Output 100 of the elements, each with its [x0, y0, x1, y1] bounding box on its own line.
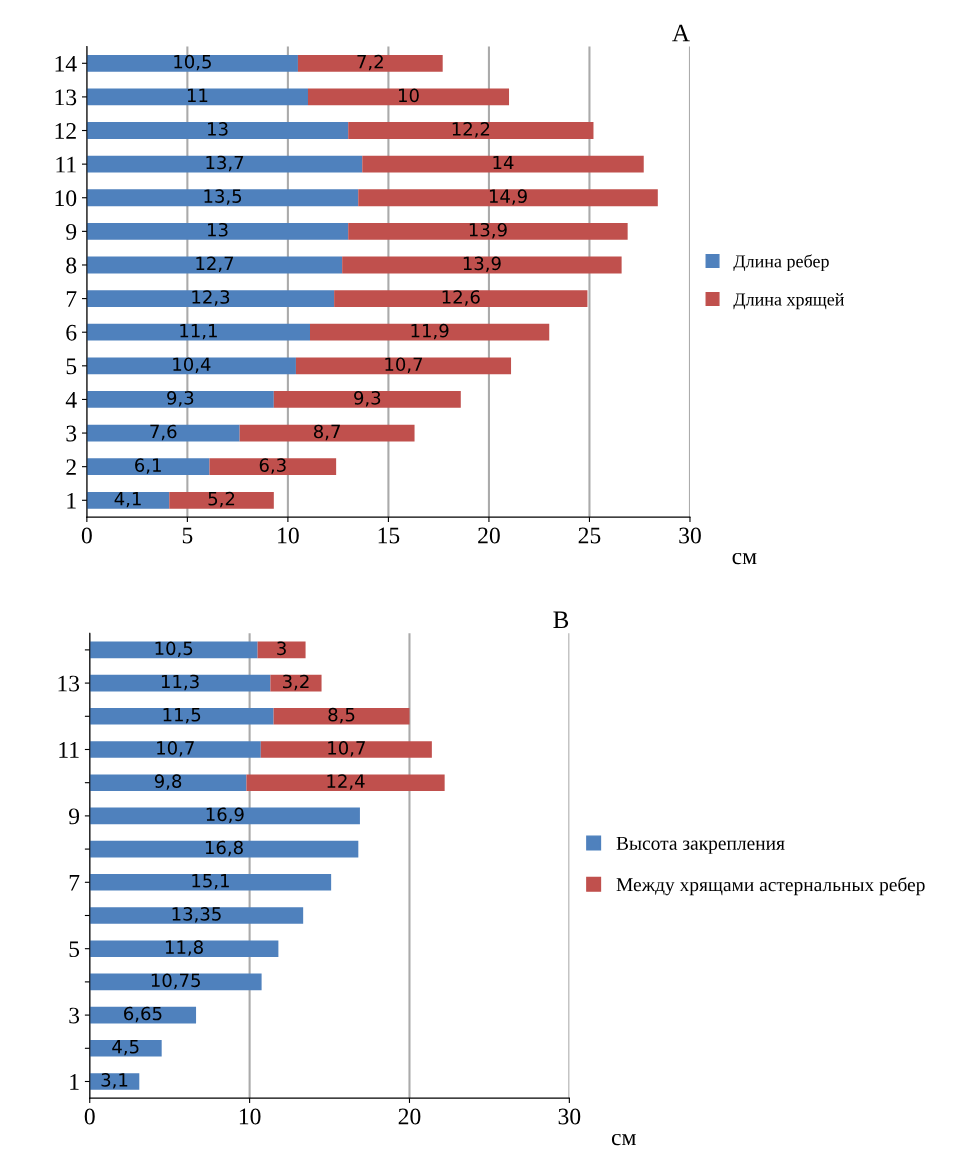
data-label: 13,35 — [172, 907, 221, 923]
y-tick-label: 3 — [66, 425, 77, 442]
data-label: 12,7 — [196, 256, 234, 273]
data-label: 15,1 — [192, 874, 229, 890]
data-label: 7,2 — [357, 54, 383, 71]
data-label: 16,8 — [205, 840, 243, 857]
bar — [86, 122, 349, 139]
data-label: 10,5 — [174, 54, 211, 71]
bar — [86, 424, 240, 442]
y-tick-label: 13 — [58, 675, 80, 692]
data-label: 11,5 — [163, 708, 201, 724]
data-label: 9,3 — [354, 391, 381, 407]
y-tick-label: 12 — [55, 123, 76, 139]
data-label: 12,6 — [442, 290, 480, 306]
x-tick-label: 20 — [478, 527, 500, 544]
data-label: 3,2 — [282, 674, 309, 691]
y-tick-label: 7 — [69, 875, 80, 891]
bar — [310, 323, 550, 341]
x-tick-label: 25 — [578, 527, 601, 544]
data-label: 11,8 — [165, 940, 203, 956]
data-label: 11 — [187, 88, 208, 102]
bar — [86, 54, 298, 72]
x-tick-label: 30 — [679, 527, 701, 544]
y-tick-label: 5 — [66, 358, 77, 375]
bar — [89, 973, 262, 991]
data-label: 13,9 — [463, 256, 501, 273]
data-label: 13,5 — [204, 189, 242, 205]
data-label: 11,3 — [161, 674, 199, 691]
data-label: 10,7 — [328, 741, 365, 757]
data-label: 11,1 — [180, 324, 217, 340]
y-tick-label: 6 — [66, 324, 77, 341]
y-tick-label: 1 — [67, 492, 76, 509]
bar — [89, 741, 261, 758]
data-label: 4,1 — [114, 492, 141, 508]
data-label: 10,5 — [155, 641, 193, 657]
x-tick-label: 30 — [558, 1108, 581, 1125]
bar — [86, 458, 210, 476]
bar — [86, 88, 308, 106]
bar — [334, 290, 588, 307]
y-tick-label: 2 — [66, 459, 76, 475]
legend-label: Высота закрепления — [616, 836, 785, 854]
data-label: 13,9 — [469, 222, 507, 239]
x-tick-label: 15 — [378, 527, 400, 544]
bar — [257, 641, 306, 659]
data-label: 10 — [399, 88, 419, 103]
y-tick-label: 9 — [68, 808, 80, 825]
bar — [86, 357, 296, 375]
chart-title: B — [553, 611, 569, 629]
bar — [362, 155, 644, 173]
bar — [239, 424, 415, 442]
bar — [342, 256, 622, 274]
bar — [89, 840, 359, 858]
bar — [86, 323, 311, 341]
data-label: 4,5 — [112, 1040, 139, 1056]
bar — [260, 741, 432, 758]
bar — [295, 357, 512, 375]
bar — [89, 1039, 162, 1057]
data-label: 13,7 — [206, 155, 244, 172]
data-label: 6,3 — [259, 458, 286, 474]
data-label: 10,7 — [157, 741, 194, 757]
bar — [89, 807, 360, 825]
data-label: 6,65 — [124, 1006, 162, 1023]
x-tick-label: 10 — [278, 527, 299, 544]
data-label: 13 — [208, 222, 228, 237]
bar — [273, 707, 410, 725]
legend-label: Длина ребер — [733, 254, 829, 272]
bar — [86, 290, 335, 307]
bar — [89, 1073, 140, 1090]
data-label: 3,1 — [101, 1073, 128, 1089]
bar — [308, 88, 510, 106]
y-tick-label: 10 — [55, 190, 77, 207]
y-tick-label: 14 — [55, 55, 77, 72]
y-tick-label: 11 — [56, 156, 76, 173]
y-tick-label: 5 — [69, 941, 80, 958]
x-tick-label: 0 — [81, 527, 92, 544]
y-tick-label: 8 — [66, 257, 77, 274]
y-tick-label: 7 — [66, 291, 77, 307]
data-label: 3 — [277, 641, 286, 656]
bar — [169, 491, 274, 509]
data-label: 8,7 — [313, 424, 340, 441]
bar — [246, 774, 445, 791]
data-label: 7,6 — [150, 424, 177, 441]
data-label: 12,2 — [452, 122, 490, 138]
bar — [297, 54, 443, 72]
bar — [89, 674, 271, 692]
data-label: 10,75 — [151, 973, 200, 989]
data-label: 12,3 — [192, 290, 230, 306]
data-label: 13 — [208, 122, 228, 136]
y-tick-label: 13 — [55, 89, 77, 106]
bar — [86, 491, 170, 509]
x-axis-title: см — [611, 1133, 636, 1146]
legend-label: Между хрящами астернальных ребер — [616, 877, 925, 896]
x-tick-label: 0 — [84, 1108, 95, 1125]
bar — [348, 222, 628, 240]
y-tick-label: 9 — [66, 223, 77, 240]
bar — [86, 155, 363, 173]
data-label: 9,3 — [167, 391, 194, 407]
x-axis-title: см — [732, 552, 757, 565]
bar — [209, 458, 337, 476]
data-label: 9,8 — [154, 774, 182, 790]
